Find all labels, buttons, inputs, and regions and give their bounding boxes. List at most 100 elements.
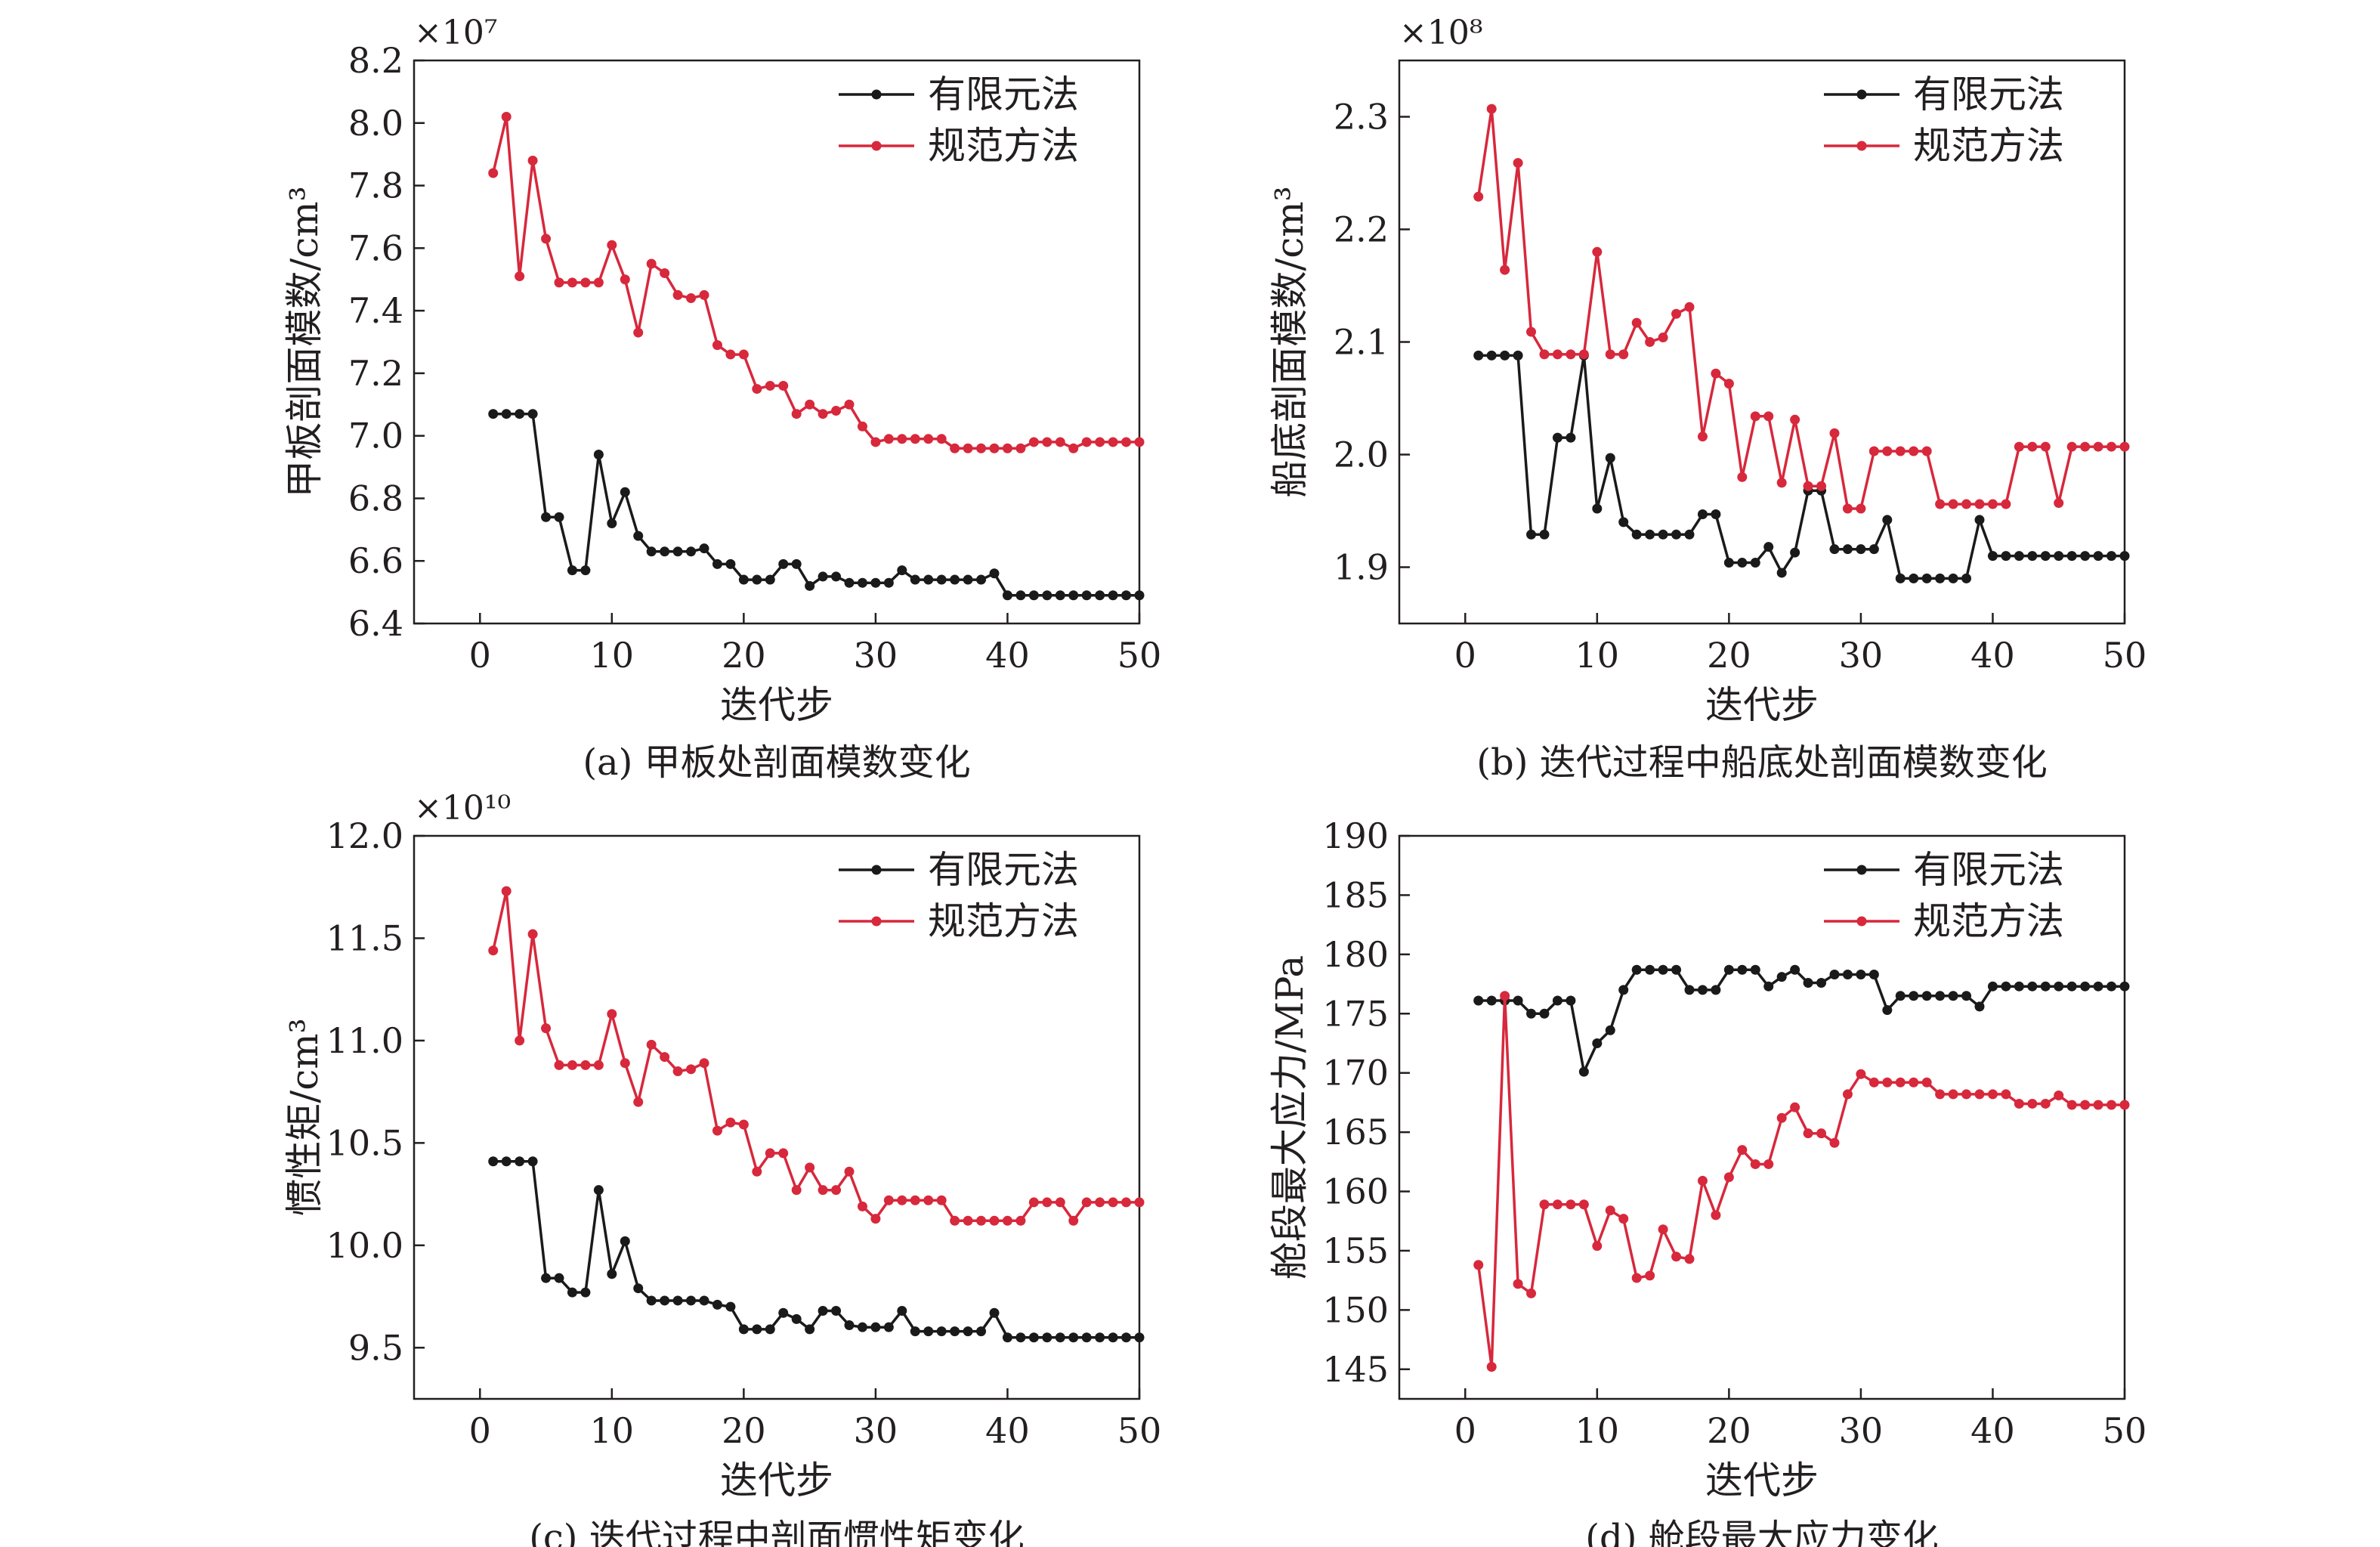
data-point (725, 1301, 736, 1312)
data-point (1750, 558, 1760, 568)
data-point (765, 380, 775, 391)
data-point (805, 1324, 815, 1335)
data-point (1790, 964, 1800, 975)
data-point (2014, 981, 2024, 992)
data-point (1552, 432, 1562, 443)
data-point (1987, 981, 1998, 992)
data-point (1015, 443, 1026, 453)
x-axis-title: 迭代步 (720, 683, 833, 727)
x-tick-label: 0 (1454, 1410, 1476, 1451)
series-line-1 (1476, 994, 2125, 1369)
data-point (672, 289, 683, 300)
data-point (607, 240, 617, 250)
data-point (883, 1195, 894, 1205)
panel-caption: (b) 迭代过程中船底处剖面模数变化 (1476, 741, 2047, 784)
data-point (1592, 1241, 1603, 1252)
data-point (1776, 568, 1787, 578)
data-point (1513, 350, 1523, 360)
data-point (593, 277, 604, 288)
data-point (2066, 441, 2077, 452)
data-point (515, 1156, 525, 1167)
y-tick-label: 185 (1322, 874, 1389, 915)
data-point (1539, 349, 1550, 360)
y-axis-title: 甲板剖面模数/cm³ (283, 186, 326, 497)
data-point (515, 271, 525, 282)
data-point (1658, 964, 1668, 975)
data-point (1055, 1332, 1065, 1343)
data-point (712, 1125, 722, 1136)
y-tick-label: 2.0 (1334, 435, 1389, 475)
panel-d: 0 10 20 30 40 50 145 150 155 160 165 170 175 180 185 19… (1268, 815, 2147, 1547)
data-point (725, 1117, 736, 1128)
data-point (1605, 1025, 1615, 1035)
y-tick-label: 190 (1322, 815, 1389, 856)
data-point (2054, 1090, 2064, 1100)
data-point (593, 450, 604, 459)
data-point (2066, 551, 2077, 562)
data-point (527, 929, 538, 939)
data-point (2106, 551, 2117, 562)
data-point (1868, 970, 1879, 980)
data-point (1711, 368, 1721, 379)
data-point (1935, 1089, 1946, 1100)
data-point (1592, 503, 1603, 514)
data-point (686, 546, 697, 557)
data-point (1842, 503, 1853, 514)
data-point (831, 406, 842, 416)
data-point (633, 1283, 644, 1294)
data-point (2040, 551, 2051, 562)
data-point (1618, 1214, 1629, 1224)
y-tick-label: 7.8 (348, 166, 403, 206)
data-point (1055, 590, 1065, 601)
data-point (1684, 529, 1695, 540)
data-point (818, 1185, 828, 1196)
legend: 有限元法 规范方法 (839, 848, 1079, 943)
x-tick-label: 10 (590, 1410, 635, 1451)
data-point (1711, 509, 1721, 519)
data-point (805, 580, 815, 591)
data-point (1473, 1260, 1484, 1270)
data-point (1566, 995, 1576, 1006)
data-point (2027, 551, 2038, 562)
data-point (1081, 590, 1092, 601)
data-point (1566, 1199, 1576, 1210)
y-tick-label: 2.3 (1334, 97, 1389, 138)
data-point (1095, 590, 1105, 601)
legend: 有限元法 规范方法 (1824, 848, 2064, 943)
data-point (1002, 590, 1012, 601)
data-point (805, 399, 815, 410)
data-point (989, 1215, 1000, 1226)
data-point (660, 1052, 670, 1063)
data-point (646, 546, 657, 557)
data-point (844, 1166, 855, 1177)
data-point (1697, 432, 1708, 442)
legend-marker-rule (1856, 141, 1867, 151)
data-point (936, 574, 947, 585)
data-point (910, 1326, 920, 1337)
data-point (660, 1295, 670, 1306)
data-point (699, 1295, 709, 1306)
data-point (1868, 446, 1879, 456)
data-point (1948, 499, 1958, 509)
data-point (1856, 503, 1866, 514)
data-point (541, 512, 552, 522)
data-point (1108, 437, 1118, 447)
data-point (567, 277, 577, 288)
data-point (1566, 349, 1576, 360)
y-tick-label: 175 (1322, 993, 1389, 1034)
data-point (1592, 246, 1603, 257)
data-point (646, 1295, 657, 1306)
data-point (976, 574, 987, 585)
data-point (1895, 991, 1906, 1001)
data-point (818, 571, 828, 582)
data-point (1895, 573, 1906, 583)
data-point (1697, 509, 1708, 519)
data-point (1961, 991, 1972, 1001)
data-point (1552, 1199, 1562, 1210)
data-point (2080, 551, 2091, 562)
data-point (1015, 1215, 1026, 1226)
data-point (1108, 1332, 1118, 1343)
data-point (1631, 1273, 1642, 1283)
data-point (1974, 499, 1985, 509)
